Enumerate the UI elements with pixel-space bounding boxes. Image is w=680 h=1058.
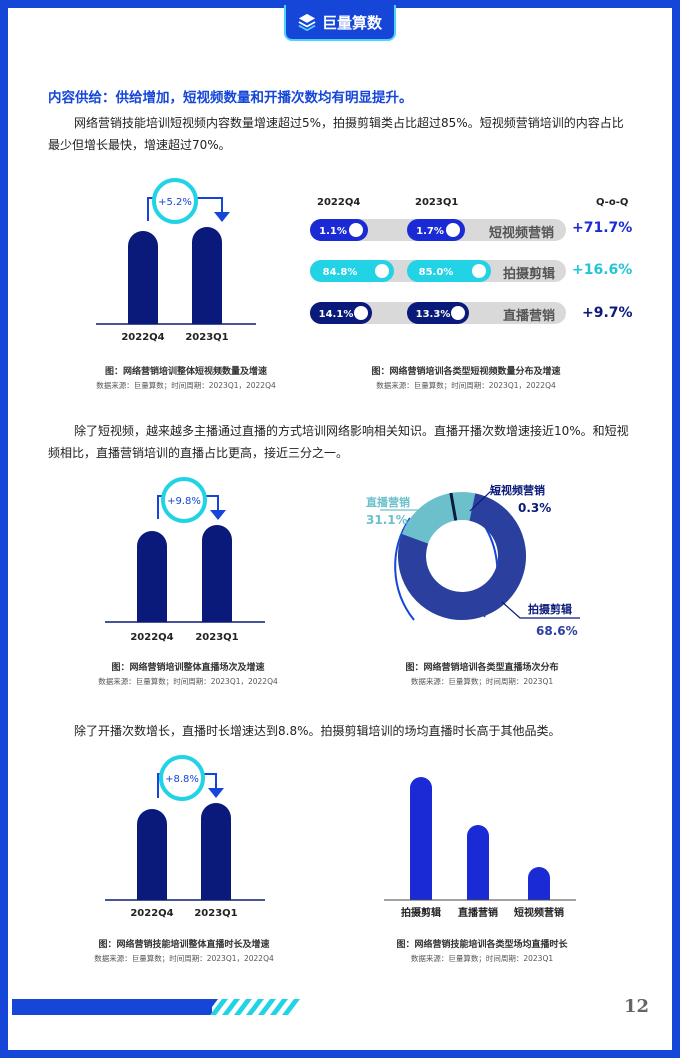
tick-label: 2023Q1 <box>195 632 238 643</box>
bar-editing <box>410 777 432 900</box>
growth-label: +9.8% <box>167 496 201 507</box>
row-label: 拍摄剪辑 <box>503 267 556 282</box>
growth-label: +5.2% <box>158 197 192 208</box>
pill-value: 1.1% <box>319 226 347 237</box>
pill-value: 14.1% <box>319 309 354 320</box>
row-label: 直播营销 <box>503 309 556 324</box>
slice-value: 68.6% <box>536 624 578 638</box>
page-number: 12 <box>624 996 650 1017</box>
chart6-caption: 图：网络营销技能培训各类型场均直播时长 <box>396 940 568 950</box>
chart-avg-duration-by-type: 拍摄剪辑 直播营销 短视频营销 <box>384 777 576 919</box>
tick-label: 2023Q1 <box>185 332 228 343</box>
qoq-value: +71.7% <box>572 220 633 236</box>
bar-short-video <box>528 867 550 900</box>
qoq-value: +16.6% <box>572 262 633 278</box>
pill-value: 13.3% <box>416 309 451 320</box>
qoq-value: +9.7% <box>582 305 633 321</box>
pill-value: 85.0% <box>419 267 454 278</box>
slice-value: 31.1% <box>366 513 408 527</box>
brand-name: 巨量算数 <box>321 13 382 32</box>
chart1-source: 数据来源：巨量算数；时间周期：2023Q1，2022Q4 <box>96 381 276 390</box>
bar-2023q1 <box>202 525 232 622</box>
bar-2023q1 <box>192 227 222 324</box>
pill-value: 1.7% <box>416 226 444 237</box>
slice-short-video <box>449 492 458 521</box>
arrow-head-icon <box>210 510 226 520</box>
bar-live-marketing <box>467 825 489 900</box>
footer-stripes <box>200 999 300 1015</box>
report-page <box>8 8 672 1050</box>
tick-label: 2022Q4 <box>121 332 164 343</box>
slice-label: 拍摄剪辑 <box>528 602 572 616</box>
bar-2023q1 <box>201 803 231 900</box>
tick-label: 2023Q1 <box>194 908 237 919</box>
bar-2022q4 <box>137 809 167 900</box>
section-title: 内容供给：供给增加，短视频数量和开播次数均有明显提升。 <box>48 90 413 106</box>
chart2-source: 数据来源：巨量算数；时间周期：2023Q1，2022Q4 <box>376 381 556 390</box>
arrow-head-icon <box>208 788 224 798</box>
chart-live-session-count: +9.8% 2022Q4 2023Q1 <box>105 477 265 643</box>
row-label: 短视频营销 <box>489 226 555 241</box>
tick-label: 2022Q4 <box>130 632 173 643</box>
paragraph-2: 除了短视频，越来越多主播通过直播的方式培训网络影响相关知识。直播开播次数增速接近… <box>48 424 629 460</box>
chart-distribution-pills: 1.1% 1.7% 84.8% 85.0% 14.1% 13.3% <box>310 219 566 324</box>
chart5-caption: 图：网络营销技能培训整体直播时长及增速 <box>98 940 270 950</box>
chart4-source: 数据来源：巨量算数；时间周期：2023Q1 <box>410 677 554 686</box>
slice-label: 直播营销 <box>366 495 410 509</box>
bar-2022q4 <box>137 531 167 622</box>
chart2-caption: 图：网络营销培训各类型短视频数量分布及增速 <box>371 367 561 377</box>
chart3-source: 数据来源：巨量算数；时间周期：2023Q1，2022Q4 <box>98 677 278 686</box>
tick-label: 直播营销 <box>458 906 498 919</box>
outer-arc <box>394 517 415 621</box>
chart4-caption: 图：网络营销培训各类型直播场次分布 <box>405 663 559 673</box>
growth-badge <box>159 755 205 801</box>
growth-label: +8.8% <box>165 774 199 785</box>
chart-short-video-count: +5.2% 2022Q4 2023Q1 <box>96 178 256 343</box>
slice-label: 短视频营销 <box>490 483 545 497</box>
col-header-a: 2022Q4 <box>317 197 361 208</box>
growth-badge <box>161 477 207 523</box>
chart-live-duration: +8.8% 2022Q4 2023Q1 <box>105 755 265 919</box>
tick-label: 短视频营销 <box>514 906 564 919</box>
tick-label: 拍摄剪辑 <box>401 906 441 919</box>
col-header-qoq: Q-o-Q <box>596 197 629 208</box>
pill-value: 84.8% <box>323 267 358 278</box>
brand-logo-icon <box>298 13 316 31</box>
chart5-source: 数据来源：巨量算数；时间周期：2023Q1，2022Q4 <box>94 954 274 963</box>
bar-2022q4 <box>128 231 158 324</box>
chart3-caption: 图：网络营销培训整体直播场次及增速 <box>111 663 265 673</box>
footer-bar <box>12 999 212 1015</box>
chart-live-type-donut: 短视频营销 0.3% 直播营销 31.1% 拍摄剪辑 68.6% <box>366 483 580 638</box>
paragraph-1: 网络营销技能培训短视频内容数量增速超过5%，拍摄剪辑类占比超过85%。短视频营销… <box>48 116 624 152</box>
growth-badge <box>152 178 198 224</box>
brand-logo: 巨量算数 <box>284 5 396 41</box>
col-header-b: 2023Q1 <box>415 197 459 208</box>
chart1-caption: 图：网络营销培训整体短视频数量及增速 <box>104 367 267 377</box>
slice-editing <box>398 493 526 620</box>
paragraph-3: 除了开播次数增长，直播时长增速达到8.8%。拍摄剪辑培训的场均直播时长高于其他品… <box>74 724 561 738</box>
tick-label: 2022Q4 <box>130 908 173 919</box>
arrow-head-icon <box>214 212 230 222</box>
chart6-source: 数据来源：巨量算数；时间周期：2023Q1 <box>410 954 554 963</box>
slice-value: 0.3% <box>518 501 551 515</box>
